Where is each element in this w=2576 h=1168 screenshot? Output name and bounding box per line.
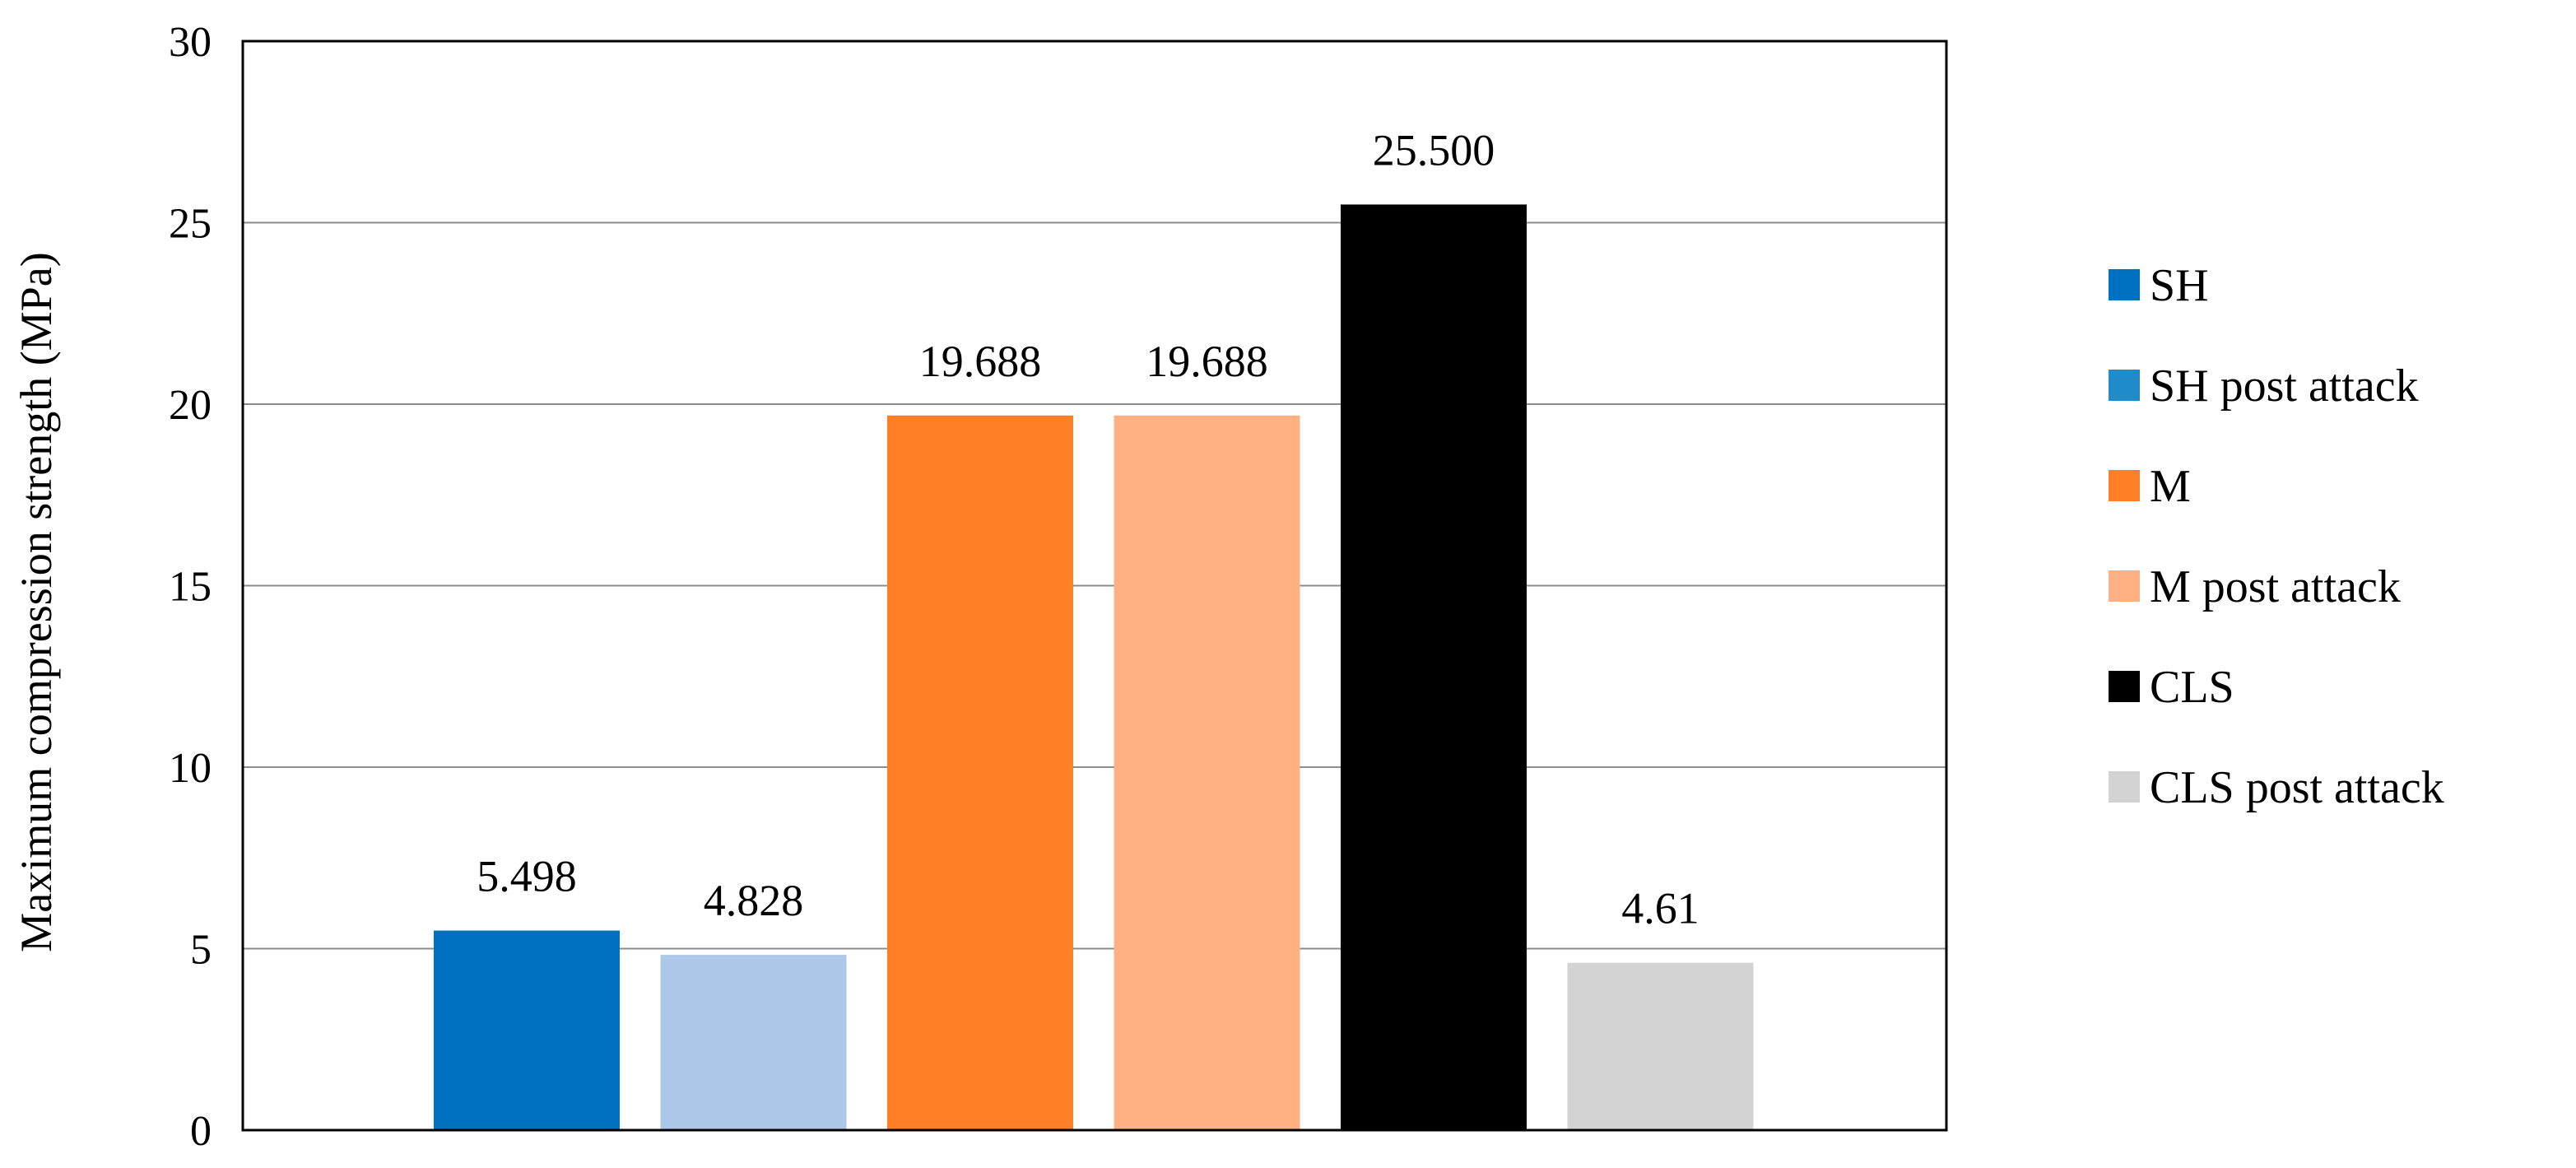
data-label-m-post-attack: 19.688 (1146, 337, 1268, 386)
legend-swatch-m-post-attack (2109, 570, 2140, 602)
bar-m-post-attack (1114, 415, 1300, 1131)
y-tick-label: 20 (169, 382, 212, 429)
y-tick-label: 0 (190, 1108, 212, 1155)
y-tick-label: 5 (190, 927, 212, 974)
y-axis-tick-labels: 0 5 10 15 20 25 30 (169, 19, 212, 1155)
legend-swatch-m (2109, 470, 2140, 501)
y-tick-label: 15 (169, 564, 212, 611)
data-label-sh-post-attack: 4.828 (704, 876, 804, 925)
legend-label-m: M (2150, 461, 2191, 512)
bar-sh-post-attack (660, 955, 847, 1130)
plot-area-frame (241, 40, 1948, 1132)
legend-label-cls: CLS (2150, 662, 2234, 713)
y-axis-title: Maximum compression strength (MPa) (12, 252, 61, 952)
legend-swatch-sh (2109, 269, 2140, 300)
gridlines (243, 221, 1946, 950)
data-label-cls-post-attack: 4.61 (1621, 884, 1700, 933)
bar-cls (1341, 204, 1527, 1131)
legend-swatch-cls (2109, 671, 2140, 702)
y-tick-label: 30 (169, 19, 212, 66)
data-label-sh: 5.498 (477, 852, 577, 901)
legend-swatch-cls-post-attack (2109, 771, 2140, 803)
bars (434, 204, 1754, 1131)
bar-cls-post-attack (1567, 962, 1754, 1130)
y-tick-label: 10 (169, 745, 212, 792)
data-label-m: 19.688 (919, 337, 1042, 386)
legend: SH SH post attack M M post attack CLS CLS pos… (2109, 260, 2444, 813)
data-label-cls: 25.500 (1373, 125, 1495, 175)
legend-label-sh: SH (2150, 260, 2209, 311)
legend-label-m-post-attack: M post attack (2150, 561, 2401, 612)
legend-label-sh-post-attack: SH post attack (2150, 361, 2419, 412)
legend-swatch-sh-post-attack (2109, 370, 2140, 401)
bar-m (887, 415, 1073, 1131)
legend-label-cls-post-attack: CLS post attack (2150, 762, 2444, 813)
bar-sh (434, 930, 620, 1130)
y-tick-label: 25 (169, 201, 212, 248)
data-labels: 5.498 4.828 19.688 19.688 25.500 4.61 (477, 125, 1700, 933)
